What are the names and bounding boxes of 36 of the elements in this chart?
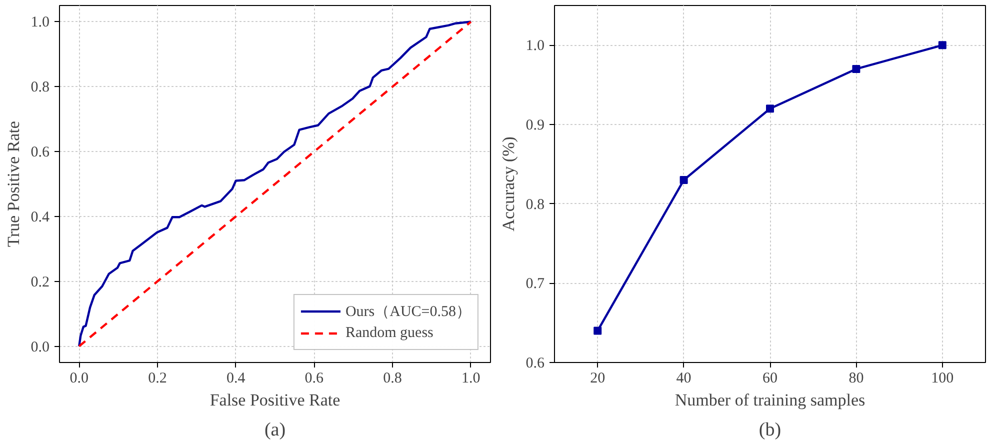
y-tick-label: 0.8 — [30, 80, 50, 96]
x-tick-label: 0.2 — [148, 370, 167, 386]
y-axis-title: True Positive Rate — [4, 121, 23, 247]
x-tick-label: 1.0 — [462, 370, 480, 386]
point — [594, 326, 602, 335]
x-tick-label: 80 — [848, 370, 864, 386]
x-tick-label: 40 — [676, 370, 692, 386]
point — [938, 41, 946, 50]
x-tick-label: 0.0 — [70, 370, 88, 386]
x-axis-title: False Positive Rate — [210, 390, 340, 410]
y-tick-label: 0.4 — [30, 209, 50, 226]
x-axis-title: Number of training samples — [674, 390, 866, 410]
x-tick-label: 60 — [762, 370, 778, 386]
point — [680, 176, 688, 184]
point — [766, 104, 774, 113]
y-tick-label: 0.7 — [526, 276, 545, 292]
y-tick-label: 0.9 — [526, 118, 544, 134]
point — [852, 64, 860, 73]
x-tick-label: 0.6 — [304, 370, 324, 386]
legend-label: Ours（AUC=0.58） — [345, 302, 471, 320]
y-tick-label: 0.2 — [30, 274, 50, 290]
y-tick-label: 0.6 — [526, 356, 545, 372]
x-tick-label: 100 — [931, 370, 954, 386]
y-tick-label: 1.0 — [30, 14, 50, 31]
text: (b) — [758, 420, 782, 440]
y-axis-title: Accuracy (%) — [498, 136, 518, 232]
text: (a) — [264, 420, 286, 440]
y-tick-label: 0.6 — [30, 144, 50, 161]
legend-label: Random guess — [345, 324, 434, 342]
x-tick-label: 20 — [590, 370, 606, 386]
y-tick-label: 0.8 — [526, 196, 544, 213]
x-tick-label: 0.4 — [226, 370, 246, 386]
x-tick-label: 0.8 — [383, 370, 402, 386]
line-series — [78, 20, 472, 348]
y-tick-label: 1.0 — [526, 38, 544, 54]
y-tick-label: 0.0 — [30, 339, 50, 356]
